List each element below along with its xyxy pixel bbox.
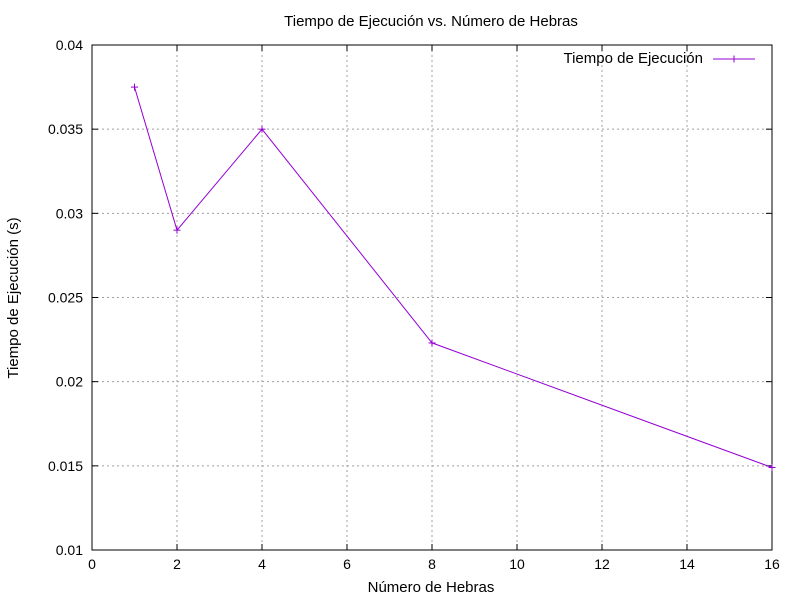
x-tick-label: 8 <box>428 556 436 572</box>
x-tick-label: 14 <box>679 556 695 572</box>
y-axis-label: Tiempo de Ejecución (s) <box>5 217 22 378</box>
x-tick-label: 2 <box>173 556 181 572</box>
data-point <box>131 83 138 91</box>
legend-marker <box>730 55 738 63</box>
x-axis-label: Número de Hebras <box>368 579 495 596</box>
x-tick-label: 6 <box>343 556 351 572</box>
grid <box>92 45 772 550</box>
x-tick-label: 10 <box>509 556 525 572</box>
y-tick-label: 0.035 <box>48 121 83 137</box>
data-point <box>258 125 266 133</box>
series-layer <box>131 83 776 472</box>
y-tick-label: 0.025 <box>48 290 83 306</box>
x-tick-label: 4 <box>258 556 266 572</box>
data-point <box>173 226 181 234</box>
y-tick-label: 0.02 <box>56 374 83 390</box>
y-tick-label: 0.015 <box>48 458 83 474</box>
y-tick-label: 0.01 <box>56 542 83 558</box>
x-tick-label: 0 <box>88 556 96 572</box>
legend: Tiempo de Ejecución <box>563 50 755 67</box>
x-tick-label: 12 <box>594 556 610 572</box>
chart-title: Tiempo de Ejecución vs. Número de Hebras <box>284 13 578 30</box>
legend-label: Tiempo de Ejecución <box>563 50 703 67</box>
data-point <box>768 464 776 472</box>
y-tick-label: 0.04 <box>56 37 83 53</box>
plot-frame <box>91 44 773 551</box>
x-tick-label: 16 <box>764 556 780 572</box>
tick-labels: 0 2 4 6 8 10 12 14 16 0.01 0.015 0.02 0.025 0.03 0.035… <box>48 37 780 572</box>
y-tick-label: 0.03 <box>56 205 83 221</box>
data-point <box>428 339 436 347</box>
